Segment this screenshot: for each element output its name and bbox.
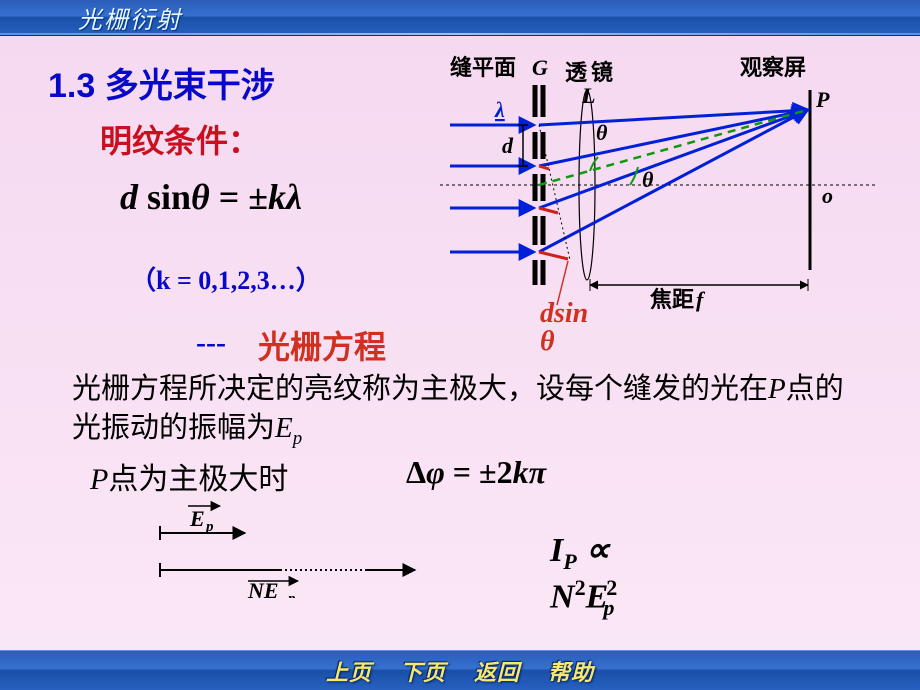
eq2-pi: π (529, 454, 546, 490)
lbl-d: d (502, 133, 514, 158)
bright-condition-label: 明纹条件： (100, 116, 260, 162)
eq3-prop: ∝ (577, 532, 610, 569)
nav-back-button[interactable]: 返回 (474, 655, 520, 687)
lbl-slit-plane: 缝平面 (450, 55, 516, 80)
para1-E: E (275, 412, 293, 444)
para1-pre: 光栅方程所决定的亮纹称为主极大，设每个缝发的光在 (72, 373, 768, 405)
vec-Ep-sub: p (204, 519, 214, 535)
vec-Ep-E: E (189, 506, 205, 531)
para1-P: P (768, 373, 786, 405)
eq2-eq: = ±2 (445, 454, 513, 490)
lbl-theta1: θ (596, 120, 608, 145)
dsin-line2: θ (540, 326, 555, 357)
nav-next-button[interactable]: 下页 (400, 655, 446, 687)
eq2-phi: φ (426, 454, 445, 490)
k-range: （k = 0,1,2,3…） (130, 260, 322, 297)
lbl-G: G (532, 55, 548, 80)
para1-Esub: p (293, 428, 302, 449)
eq3-Isub: P (563, 549, 577, 574)
lbl-o: o (822, 183, 833, 208)
vec-NEp: NE (247, 578, 279, 598)
eq3-I: I (550, 532, 563, 569)
eq1-theta: θ (191, 177, 210, 217)
equation-intensity: IP ∝ N2E2p (550, 530, 682, 621)
optics-diagram: 缝平面 G 透镜 L 观察屏 P o θ θ λ d (440, 55, 880, 315)
eq1-k: k (268, 177, 286, 217)
paragraph-main-max: 光栅方程所决定的亮纹称为主极大，设每个缝发的光在P点的光振动的振幅为Ep (72, 370, 872, 451)
section-title: 1.3 多光束干涉 (48, 58, 275, 107)
eq3-N: N (550, 578, 575, 615)
eq1-eq: = ± (210, 177, 268, 217)
lbl-f: f (696, 287, 706, 312)
eq3-sq1: 2 (575, 575, 586, 600)
lbl-screen: 观察屏 (740, 55, 806, 80)
pmax-P: P (90, 463, 108, 496)
lbl-lens: 透镜 (565, 60, 617, 85)
lbl-focal: 焦距 (649, 287, 694, 312)
eq2-k: k (513, 454, 529, 490)
eq1-sin: sin (138, 177, 191, 217)
pmax-text: 点为主极大时 (108, 463, 288, 496)
lbl-lambda: λ (494, 97, 505, 122)
nav-prev-button[interactable]: 上页 (326, 655, 372, 687)
equation-bright-condition: d sinθ = ±kλ (120, 176, 302, 218)
title-bar: 光栅衍射 (0, 0, 920, 36)
dashes: --- (196, 326, 226, 360)
nav-bar: 上页 下页 返回 帮助 (0, 650, 920, 690)
p-point-max-label: P点为主极大时 (90, 454, 288, 498)
vec-NEp-sub: p (286, 591, 296, 598)
eq1-d: d (120, 177, 138, 217)
vector-diagram: E p NE p (140, 498, 440, 598)
nav-help-button[interactable]: 帮助 (548, 655, 594, 687)
eq1-lambda: λ (286, 177, 302, 217)
title-bar-text: 光栅衍射 (78, 0, 182, 35)
equation-phase: Δφ = ±2kπ (406, 454, 546, 491)
eq2-delta: Δ (406, 454, 426, 490)
eq3-Esub: p (603, 595, 614, 620)
lbl-theta2: θ (642, 167, 654, 192)
lbl-P: P (815, 87, 830, 112)
grating-equation-label: 光栅方程 (258, 322, 386, 368)
